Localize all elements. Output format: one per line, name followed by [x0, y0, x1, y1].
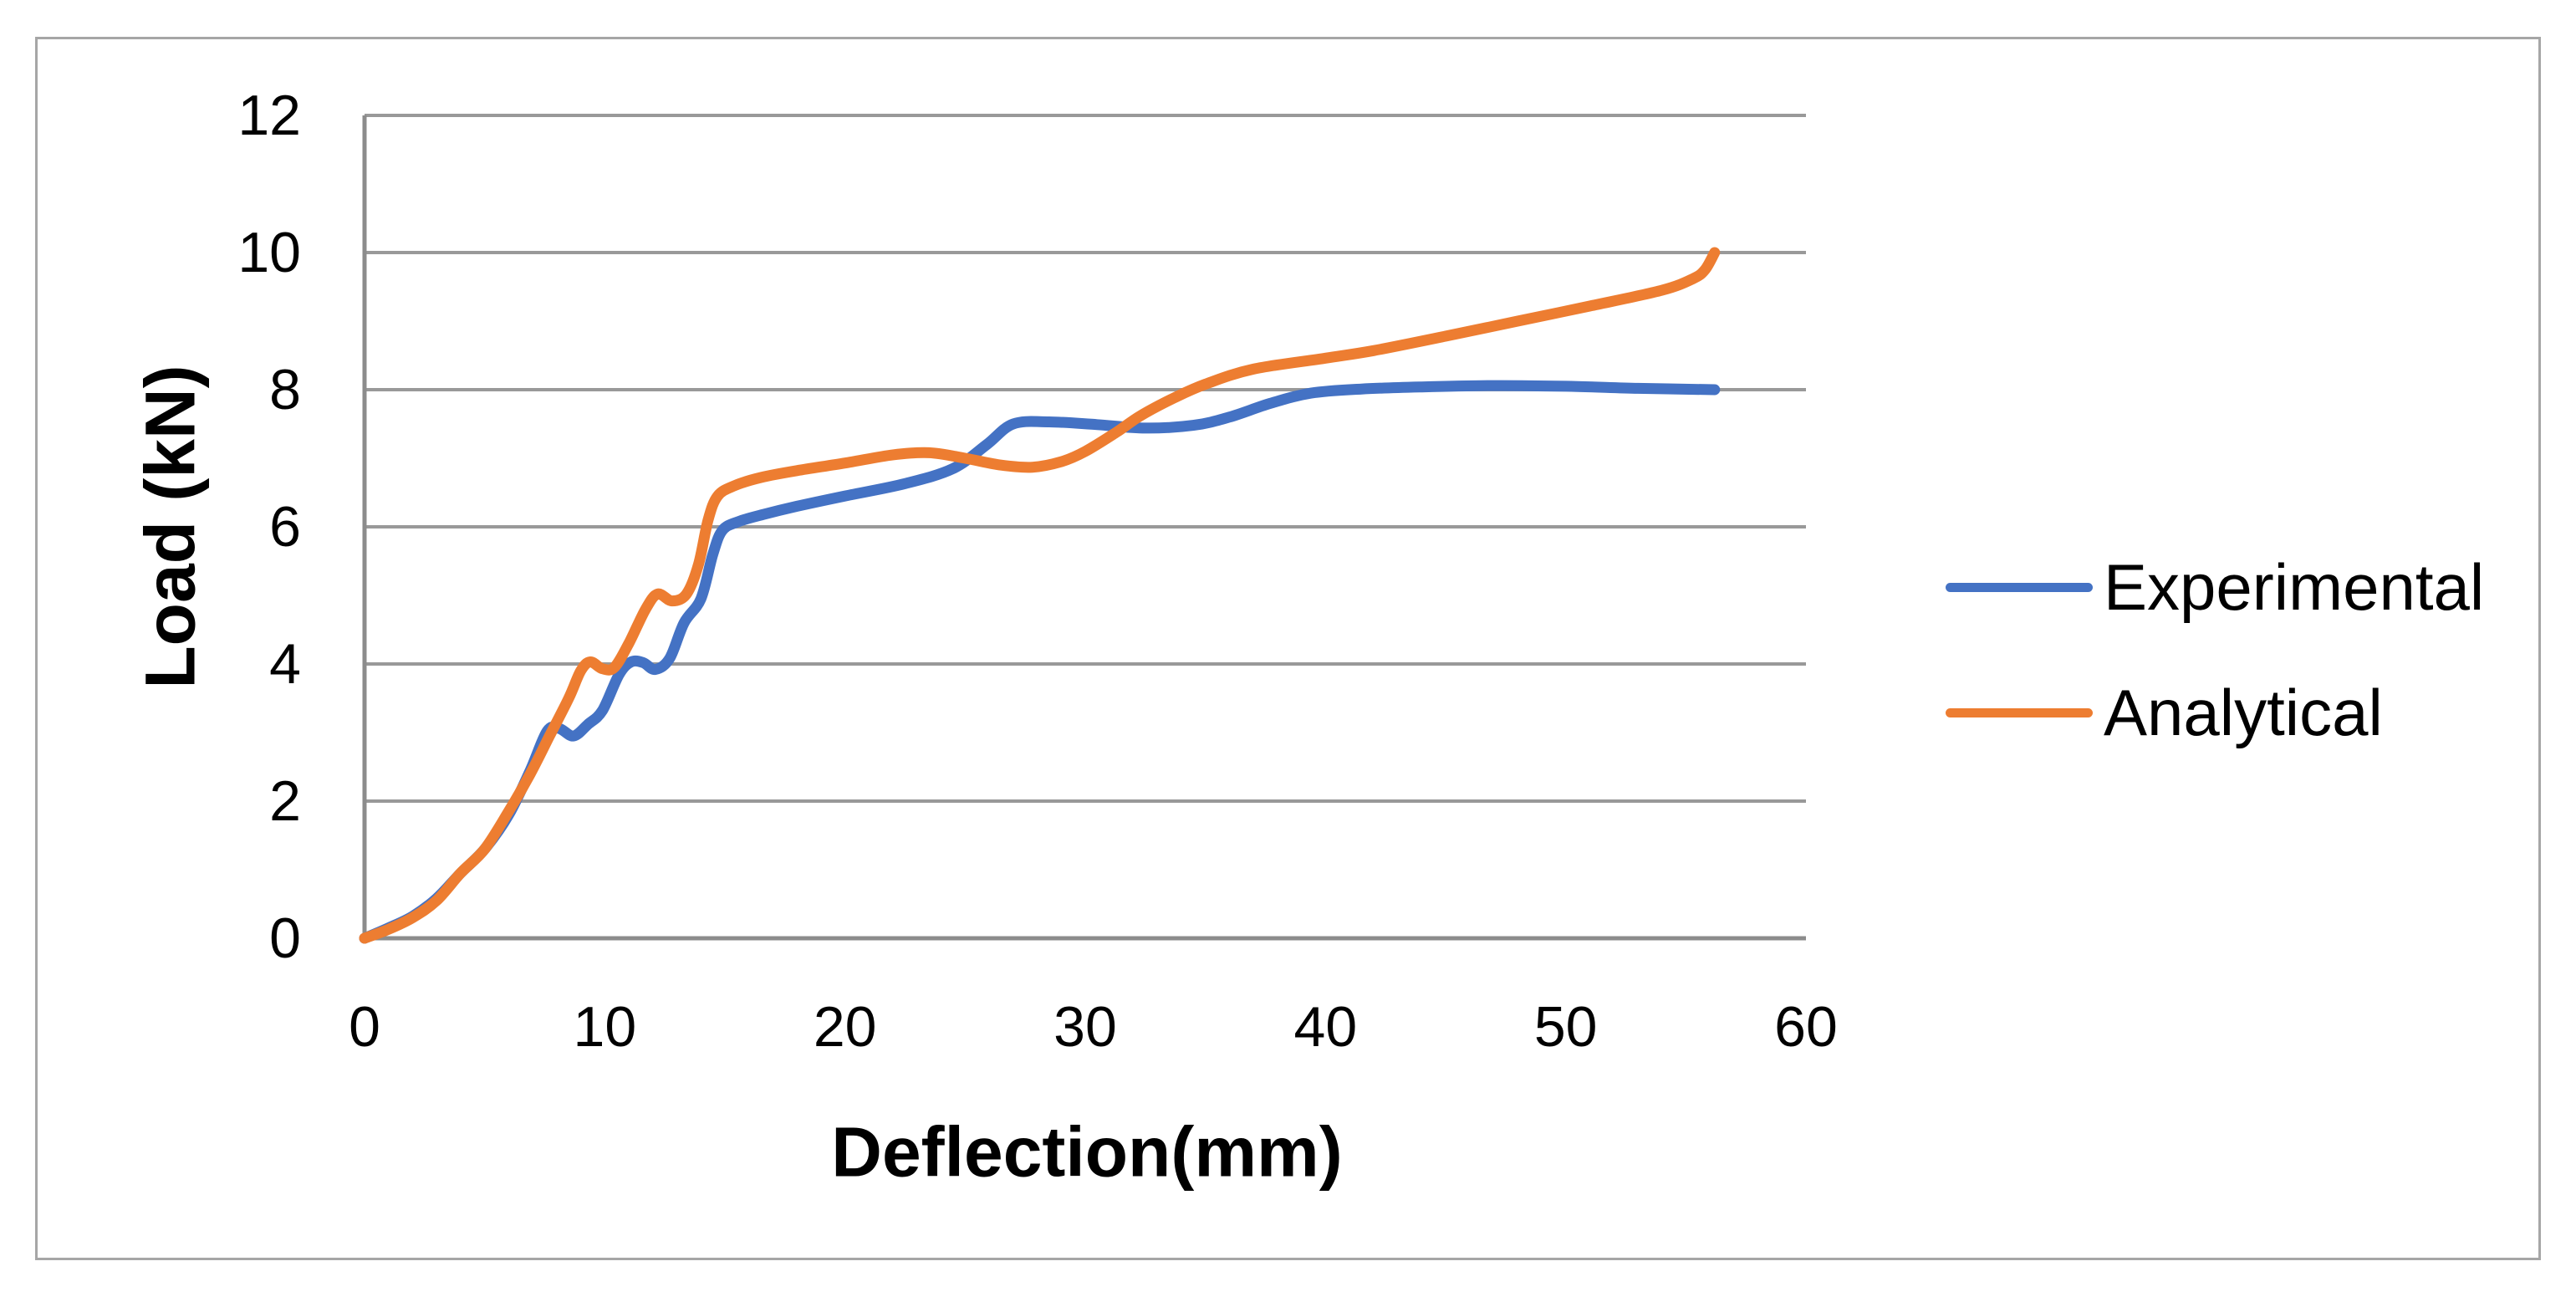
y-tick-label-12: 12	[237, 84, 301, 147]
legend-label-experimental: Experimental	[2104, 550, 2485, 624]
series-line-analytical	[359, 247, 1721, 944]
chart-border	[35, 37, 2541, 1260]
y-tick-label-6: 6	[269, 495, 301, 559]
x-tick-label-20: 20	[813, 995, 877, 1059]
y-tick-label-10: 10	[237, 221, 301, 284]
x-tick-label-0: 0	[349, 995, 380, 1059]
x-tick-label-50: 50	[1533, 995, 1598, 1059]
x-tick-label-10: 10	[573, 995, 637, 1059]
legend-swatch-analytical-line	[1946, 707, 2093, 717]
x-axis-title: Deflection(mm)	[831, 1112, 1343, 1192]
legend-swatch-experimental-line	[1946, 582, 2093, 592]
y-axis-title: Load (kN)	[130, 365, 210, 689]
y-tick-label-2: 2	[269, 769, 301, 833]
legend-entry-analytical: Analytical	[1946, 680, 2383, 745]
legend-label-analytical: Analytical	[2104, 676, 2383, 749]
x-tick-label-30: 30	[1053, 995, 1117, 1059]
y-tick-label-0: 0	[269, 906, 301, 970]
y-tick-label-8: 8	[269, 358, 301, 421]
y-tick-label-4: 4	[269, 632, 301, 696]
x-tick-label-60: 60	[1774, 995, 1838, 1059]
x-tick-label-40: 40	[1293, 995, 1358, 1059]
legend-entry-experimental: Experimental	[1946, 554, 2484, 620]
